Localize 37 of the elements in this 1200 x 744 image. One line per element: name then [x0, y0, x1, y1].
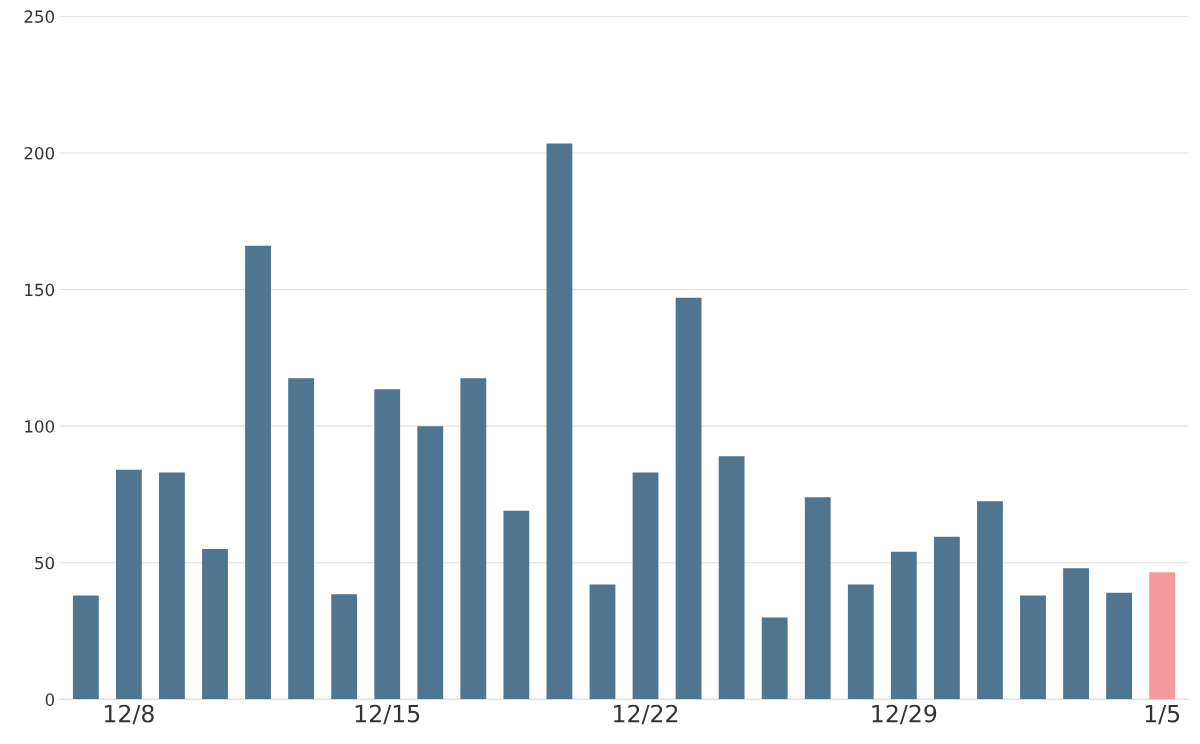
bar [245, 245, 271, 700]
bar [374, 389, 401, 700]
bar [847, 584, 874, 700]
bar [417, 426, 444, 700]
y-tick-label: 0 [45, 693, 55, 706]
bar [1020, 595, 1046, 700]
y-tick-label: 200 [24, 146, 55, 160]
bar [202, 549, 228, 700]
bar [1106, 592, 1133, 700]
bar [115, 469, 142, 700]
bar [589, 584, 616, 700]
bar [159, 472, 185, 700]
x-tick-label: 12/8 [104, 704, 154, 725]
bar [72, 595, 99, 700]
y-tick-label: 100 [25, 420, 55, 433]
bar [632, 472, 659, 700]
bar [546, 143, 573, 700]
bar [933, 536, 960, 700]
x-tick-label: 12/29 [872, 704, 937, 725]
bar [718, 456, 745, 700]
bar [761, 617, 788, 700]
bar [675, 297, 702, 700]
y-tick-label: 150 [25, 283, 55, 297]
bar [977, 501, 1003, 700]
bar [804, 497, 831, 700]
y-tick-label: 250 [24, 10, 55, 23]
bar [460, 378, 487, 700]
bar [331, 594, 358, 700]
bar [1063, 568, 1089, 700]
bar [890, 551, 917, 700]
y-tick-label: 50 [35, 556, 55, 570]
bar [288, 378, 315, 700]
bar [503, 510, 530, 700]
x-tick-label: 1/5 [1145, 704, 1180, 725]
x-tick-label: 12/15 [355, 704, 420, 725]
bar [1149, 572, 1176, 700]
x-tick-label: 12/22 [614, 704, 678, 725]
